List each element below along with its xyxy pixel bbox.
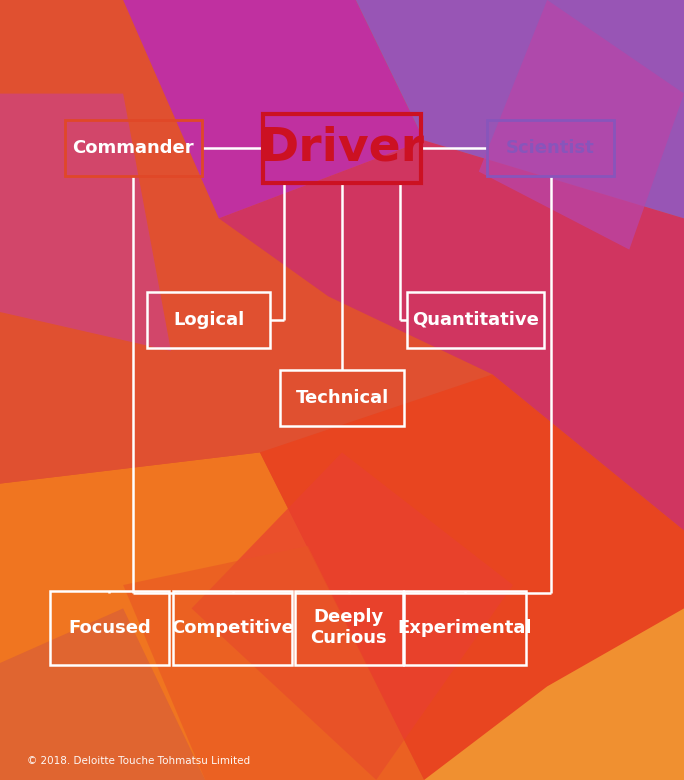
Text: Focused: Focused <box>68 619 150 637</box>
Polygon shape <box>479 0 684 250</box>
Polygon shape <box>424 608 684 780</box>
Polygon shape <box>219 140 684 530</box>
Polygon shape <box>0 94 171 351</box>
Polygon shape <box>356 0 684 218</box>
Polygon shape <box>0 608 205 780</box>
Text: Scientist: Scientist <box>506 139 595 158</box>
Text: Quantitative: Quantitative <box>412 310 539 329</box>
Text: Commander: Commander <box>73 139 194 158</box>
Text: Driver: Driver <box>259 126 425 171</box>
Text: Deeply
Curious: Deeply Curious <box>311 608 387 647</box>
Polygon shape <box>192 452 513 780</box>
Text: Competitive: Competitive <box>171 619 294 637</box>
Text: Experimental: Experimental <box>398 619 532 637</box>
Text: Logical: Logical <box>173 310 244 329</box>
Polygon shape <box>260 374 684 780</box>
Polygon shape <box>123 0 424 218</box>
Polygon shape <box>0 452 424 780</box>
Text: Technical: Technical <box>295 388 389 407</box>
Polygon shape <box>0 0 328 484</box>
Polygon shape <box>123 546 424 780</box>
Text: © 2018. Deloitte Touche Tohmatsu Limited: © 2018. Deloitte Touche Tohmatsu Limited <box>27 756 250 766</box>
